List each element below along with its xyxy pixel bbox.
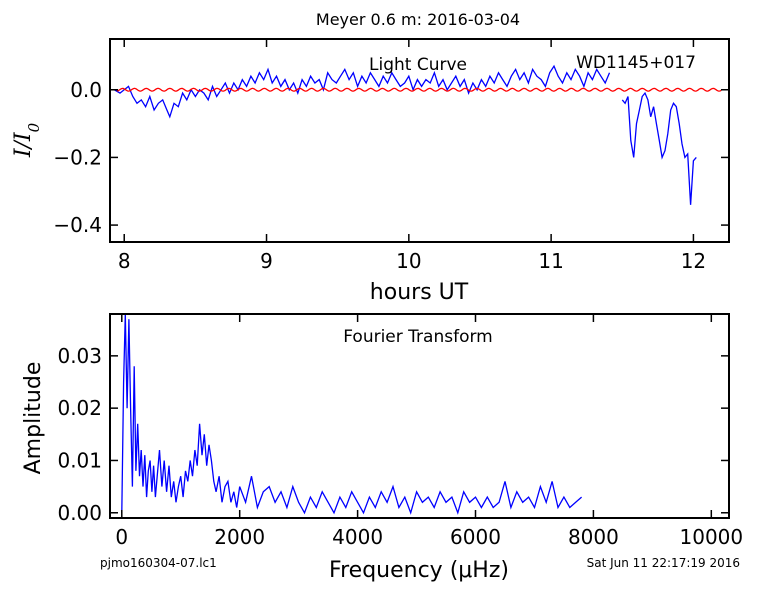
lc-xtick-label-0: 8 [118, 249, 131, 273]
light-curve-ticks: 8 9 10 11 12 0.0 −0.2 −0.4 [53, 39, 729, 273]
fourier-annotation: Fourier Transform [343, 327, 492, 347]
fourier-axes-frame [109, 313, 730, 519]
ft-xtick-label-2: 4000 [332, 525, 383, 549]
lc-series-line-0 [113, 64, 611, 119]
light-curve-axes-frame [109, 38, 730, 243]
figure-title: Meyer 0.6 m: 2016-03-04 [316, 10, 520, 29]
ft-xtick-label-5: 10000 [680, 525, 744, 549]
lc-xtick-label-2: 10 [396, 249, 421, 273]
lc-xtick-label-1: 9 [260, 249, 273, 273]
lc-ytick-label-0: 0.0 [70, 78, 102, 102]
ft-ytick-label-2: 0.02 [57, 396, 102, 420]
fourier-ylabel: Amplitude [21, 362, 46, 475]
light-curve-ylabel: I/I0 [11, 122, 43, 158]
ft-xtick-label-3: 6000 [450, 525, 501, 549]
light-curve-xlabel: hours UT [370, 280, 469, 305]
fourier-panel: 0 2000 4000 6000 8000 10000 0.00 0.01 0.02 0.03 F… [21, 313, 743, 583]
ft-series-line-0 [121, 314, 583, 515]
ft-xtick-label-4: 8000 [568, 525, 619, 549]
ft-ytick-label-3: 0.03 [57, 344, 102, 368]
light-curve-series [113, 64, 722, 205]
fourier-ticks: 0 2000 4000 6000 8000 10000 0.00 0.01 0.02 0.03 [57, 314, 743, 549]
lc-series-line-2 [116, 87, 722, 92]
fourier-xlabel: Frequency (μHz) [329, 558, 509, 583]
ft-ytick-label-1: 0.01 [57, 448, 102, 472]
footer-filename: pjmo160304-07.lc1 [100, 556, 217, 570]
lc-ytick-label-2: −0.4 [53, 213, 102, 237]
light-curve-annotation: Light Curve [369, 55, 467, 75]
target-name-annotation: WD1145+017 [576, 53, 696, 73]
lc-xtick-label-4: 12 [681, 249, 706, 273]
lc-xtick-label-3: 11 [538, 249, 563, 273]
light-curve-panel: 8 9 10 11 12 0.0 −0.2 −0.4 Light Curve WD1145+0… [11, 38, 730, 305]
ft-ytick-label-0: 0.00 [57, 501, 102, 525]
lc-ytick-label-1: −0.2 [53, 145, 102, 169]
lc-series-line-1 [621, 91, 697, 205]
ft-xtick-label-0: 0 [115, 525, 128, 549]
footer-timestamp: Sat Jun 11 22:17:19 2016 [587, 556, 740, 570]
ft-xtick-label-1: 2000 [214, 525, 265, 549]
fourier-series [121, 314, 583, 515]
